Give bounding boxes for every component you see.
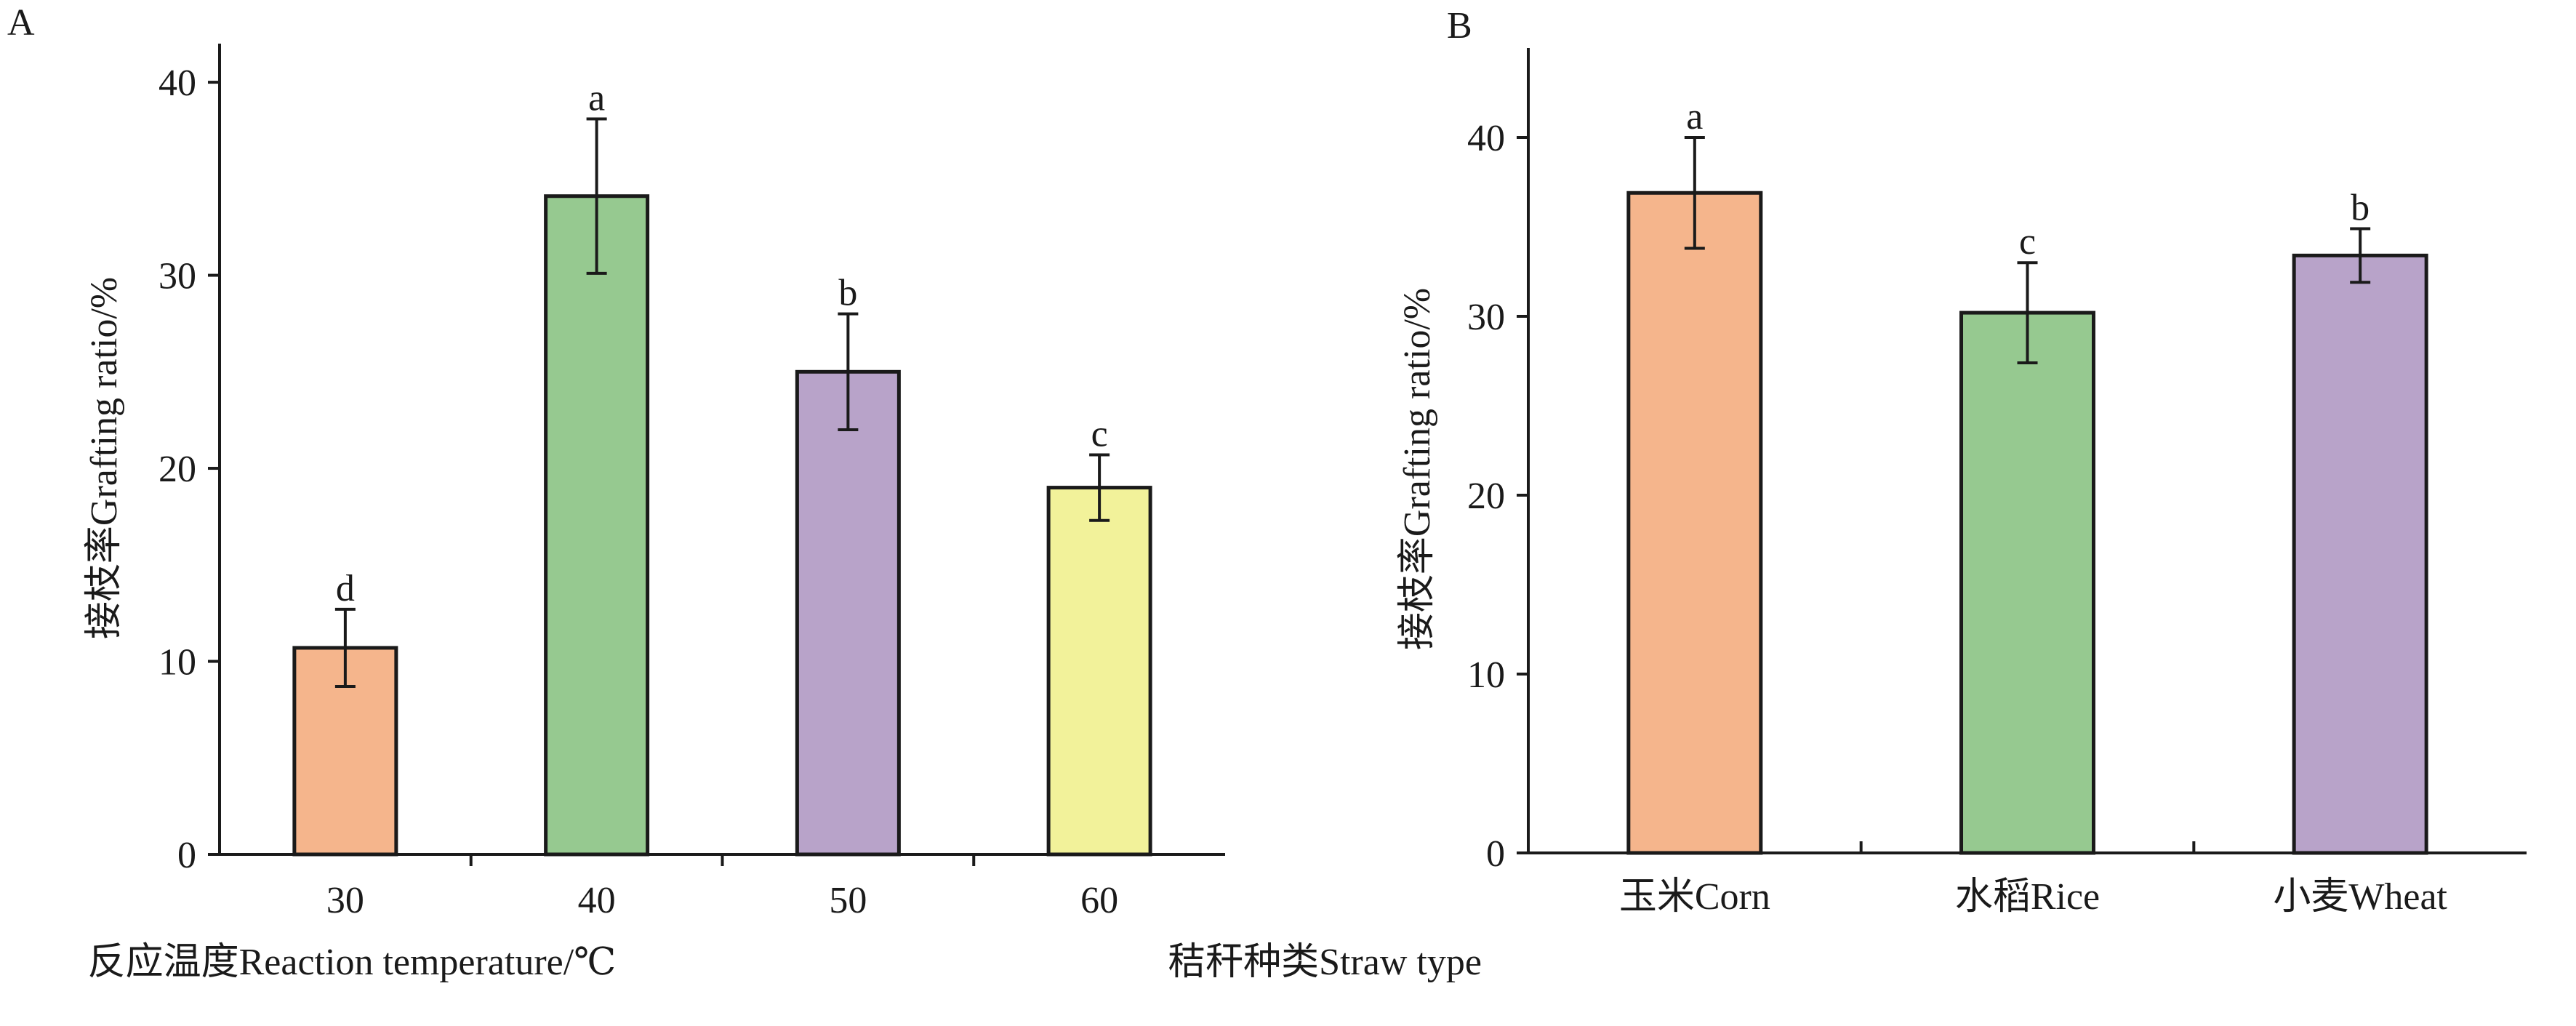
panel-b-significance-label: b — [2351, 187, 2370, 228]
panel-b-significance-label: c — [2019, 221, 2036, 262]
panel-a-bar — [544, 194, 650, 857]
panel-b-x-category-label: 水稻Rice — [1955, 876, 2100, 918]
panel-b-y-tick-label: 10 — [1467, 654, 1505, 696]
panel-a-x-category-label: 60 — [1080, 880, 1118, 921]
panel-a-y-tick-label: 0 — [177, 835, 196, 876]
panel-b-x-category-label: 玉米Corn — [1619, 876, 1770, 918]
panel-a-x-axis-title: 反应温度Reaction temperature/℃ — [88, 942, 617, 983]
panel-a-x-category-label: 50 — [829, 880, 867, 921]
panel-a-y-tick-label: 40 — [159, 63, 196, 104]
panel-b-letter: B — [1447, 5, 1472, 47]
panel-a-significance-label: b — [838, 273, 857, 314]
panel-b-bar — [1959, 310, 2096, 855]
panel-a-bar — [1046, 486, 1152, 857]
panel-a-significance-label: c — [1091, 413, 1108, 454]
panel-a-significance-label: d — [336, 568, 355, 609]
panel-a-y-tick-label: 30 — [159, 256, 196, 297]
panel-b-y-tick-label: 40 — [1467, 118, 1505, 159]
panel-a-x-category-label: 40 — [578, 880, 616, 921]
panel-b-x-axis-title: 秸秆种类Straw type — [1168, 942, 1482, 983]
panel-a-letter: A — [7, 2, 35, 44]
panel-b-x-category-label: 小麦Wheat — [2273, 876, 2447, 918]
panel-b-y-tick-label: 0 — [1486, 833, 1505, 875]
panel-a: A 反应温度Reaction temperature/℃ 接枝率Grafting… — [7, 2, 1225, 983]
panel-b-y-tick-label: 30 — [1467, 297, 1505, 338]
panel-a-significance-label: a — [588, 78, 605, 119]
panel-b: B 秸秆种类Straw type 接枝率Grafting ratio/% 0 10… — [1168, 5, 2527, 983]
panel-b-bar — [2292, 253, 2428, 855]
panel-b-y-axis-title: 接枝率Grafting ratio/% — [1397, 288, 1438, 650]
panel-a-bar — [795, 369, 901, 857]
panel-a-x-category-label: 30 — [326, 880, 364, 921]
panel-a-y-tick-label: 10 — [159, 642, 196, 684]
panel-b-significance-label: a — [1686, 96, 1703, 137]
panel-a-y-axis-title: 接枝率Grafting ratio/% — [84, 277, 125, 639]
panel-a-y-tick-label: 20 — [159, 449, 196, 490]
panel-b-y-tick-label: 20 — [1467, 476, 1505, 517]
panel-b-bar — [1626, 191, 1763, 855]
